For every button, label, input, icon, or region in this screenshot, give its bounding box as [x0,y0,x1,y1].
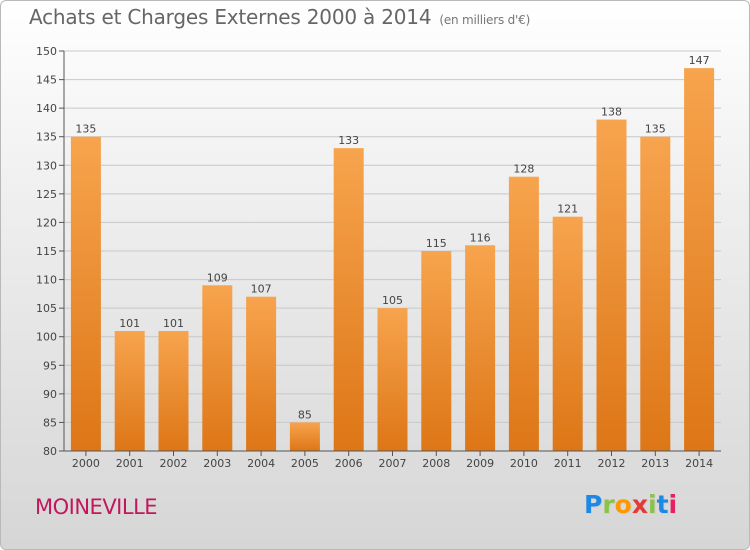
y-tick-label: 110 [36,274,57,287]
bar [246,296,277,451]
bar-value-label: 105 [382,294,403,307]
bar [465,245,496,451]
bar [158,331,189,451]
bar-value-label: 135 [75,123,96,136]
y-tick-label: 140 [36,102,57,115]
y-tick-label: 150 [36,45,57,58]
x-tick-label: 2013 [641,457,669,470]
bar-value-label: 85 [298,408,312,421]
bar-value-label: 135 [645,123,666,136]
y-tick-label: 95 [43,359,57,372]
y-tick-label: 120 [36,216,57,229]
bar [333,148,364,451]
bar [640,136,671,451]
logo-letter: x [631,490,648,519]
bar-value-label: 116 [470,231,491,244]
bar [684,68,715,452]
bar-value-label: 128 [513,163,534,176]
x-tick-label: 2004 [247,457,275,470]
logo-letter: o [614,490,632,519]
bar-value-label: 133 [338,134,359,147]
logo-letter: i [648,490,657,519]
chart-subtitle: (en milliers d'€) [439,13,531,27]
x-tick-label: 2009 [466,457,494,470]
bar [70,136,101,451]
x-tick-label: 2000 [72,457,100,470]
x-tick-label: 2002 [160,457,188,470]
x-tick-label: 2006 [335,457,363,470]
bars: 135 101 101 109 107 85 133 105 115 116 128 121 138 13… [70,54,715,452]
logo-letter: P [584,490,603,519]
y-tick-label: 130 [36,159,57,172]
bar [202,285,233,451]
y-tick-label: 135 [36,131,57,144]
bar [114,331,145,451]
y-tick-label: 105 [36,302,57,315]
x-tick-label: 2001 [116,457,144,470]
bar-value-label: 109 [207,271,228,284]
logo-letter: t [656,490,669,519]
x-tick-label: 2005 [291,457,319,470]
location-label: MOINEVILLE [35,495,158,519]
y-tick-label: 125 [36,188,57,201]
y-tick-label: 85 [43,416,57,429]
x-tick-label: 2010 [510,457,538,470]
x-tick-label: 2003 [203,457,231,470]
bar-value-label: 101 [163,317,184,330]
x-tick-label: 2011 [554,457,582,470]
bar [552,216,583,451]
x-tick-label: 2008 [422,457,450,470]
y-tick-label: 115 [36,245,57,258]
bar-value-label: 138 [601,106,622,119]
x-tick-label: 2014 [685,457,713,470]
logo-letter: r [602,490,615,519]
bar [508,176,539,451]
bar [421,251,452,451]
y-tick-label: 80 [43,445,57,458]
y-tick-label: 90 [43,388,57,401]
bar-value-label: 107 [251,283,272,296]
x-tick-label: 2007 [379,457,407,470]
chart-title: Achats et Charges Externes 2000 à 2014 (e… [29,5,530,29]
axes: 80 85 90 95 100 105 110 115 120 125 130 135 140 145 15… [36,45,721,470]
proxiti-logo: Proxiti [584,490,677,519]
bar-value-label: 147 [689,54,710,67]
bar-value-label: 115 [426,237,447,250]
y-tick-label: 100 [36,331,57,344]
chart-title-text: Achats et Charges Externes 2000 à 2014 [29,5,432,29]
y-tick-label: 145 [36,74,57,87]
bar-value-label: 101 [119,317,140,330]
bar-value-label: 121 [557,203,578,216]
bar [289,422,320,451]
logo-letter: i [668,490,678,519]
x-tick-label: 2012 [598,457,626,470]
bar [596,119,627,452]
bar [377,308,408,451]
